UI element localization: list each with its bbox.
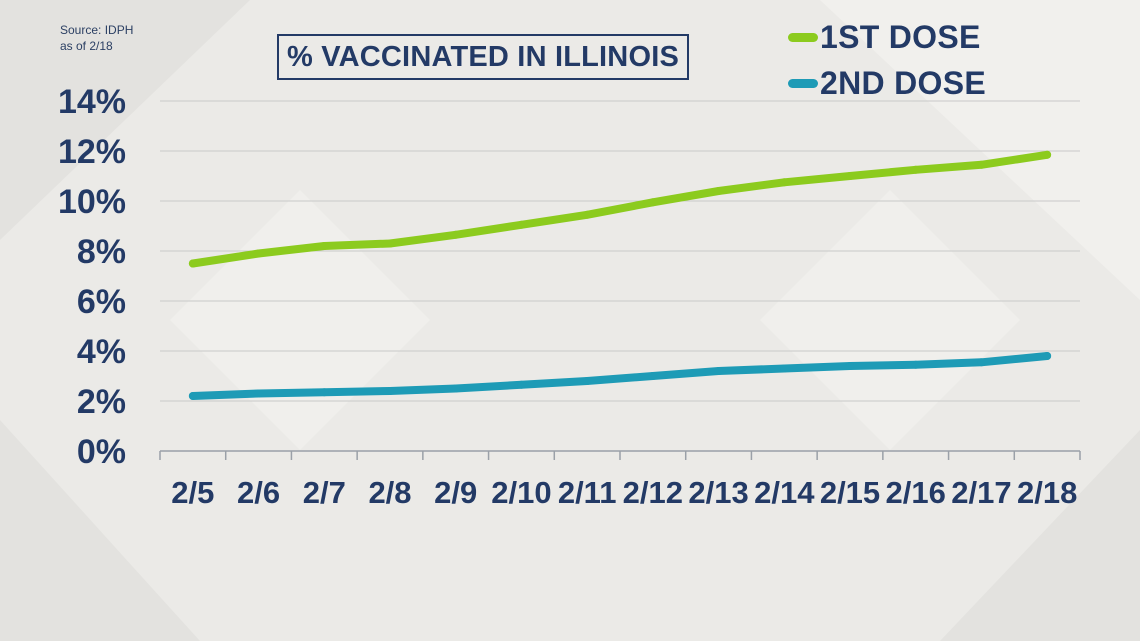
legend-label: 2ND DOSE xyxy=(820,64,986,101)
data-point xyxy=(583,377,592,385)
y-tick-label: 14% xyxy=(58,83,126,121)
x-tick-label: 2/16 xyxy=(886,475,946,510)
legend-item-first-dose: 1ST DOSE xyxy=(788,14,986,60)
x-tick-label: 2/7 xyxy=(303,475,346,510)
source-line: Source: IDPH xyxy=(60,23,134,37)
x-tick-label: 2/6 xyxy=(237,475,280,510)
y-tick-label: 2% xyxy=(77,383,126,421)
data-point xyxy=(320,242,329,250)
data-point xyxy=(451,384,460,393)
data-point xyxy=(451,230,460,239)
x-tick-label: 2/13 xyxy=(688,475,748,510)
data-point xyxy=(714,367,723,375)
x-tick-label: 2/12 xyxy=(623,475,683,510)
y-tick-label: 6% xyxy=(77,283,126,321)
x-tick-label: 2/18 xyxy=(1017,475,1077,510)
data-point xyxy=(188,259,197,268)
data-point xyxy=(1043,352,1052,360)
y-tick-label: 0% xyxy=(77,433,126,471)
x-tick-label: 2/10 xyxy=(491,475,551,510)
legend: 1ST DOSE 2ND DOSE xyxy=(788,14,986,106)
legend-swatch xyxy=(788,32,818,42)
data-point xyxy=(188,392,197,400)
data-point xyxy=(254,249,263,258)
x-tick-label: 2/14 xyxy=(754,475,815,510)
data-point xyxy=(714,187,723,195)
data-point xyxy=(386,239,394,248)
data-point xyxy=(977,358,986,367)
data-point xyxy=(846,172,854,180)
legend-label: 1ST DOSE xyxy=(820,18,981,55)
data-point xyxy=(846,362,854,370)
data-point xyxy=(977,160,986,169)
y-tick-label: 12% xyxy=(58,133,126,171)
data-point xyxy=(648,198,657,207)
data-point xyxy=(648,372,657,380)
data-point xyxy=(911,360,920,369)
x-tick-label: 2/5 xyxy=(171,475,214,510)
x-tick-label: 2/9 xyxy=(434,475,477,510)
data-point xyxy=(911,165,920,174)
data-point xyxy=(320,388,329,397)
legend-swatch xyxy=(788,78,818,88)
x-tick-label: 2/11 xyxy=(558,475,617,510)
y-tick-label: 4% xyxy=(77,333,126,371)
y-tick-label: 10% xyxy=(58,183,126,221)
x-tick-label: 2/8 xyxy=(368,475,411,510)
source-note: Source: IDPH as of 2/18 xyxy=(60,22,133,54)
data-point xyxy=(517,220,526,229)
as-of-line: as of 2/18 xyxy=(60,39,113,53)
x-tick-label: 2/15 xyxy=(820,475,880,510)
data-point xyxy=(1043,150,1052,159)
series-line xyxy=(188,352,1052,400)
data-point xyxy=(780,178,789,187)
x-tick-label: 2/17 xyxy=(951,475,1011,510)
y-tick-label: 8% xyxy=(77,233,126,271)
data-point xyxy=(780,364,789,373)
data-point xyxy=(583,210,592,219)
legend-item-second-dose: 2ND DOSE xyxy=(788,60,986,106)
chart-title: % VACCINATED IN ILLINOIS xyxy=(277,34,690,80)
data-point xyxy=(254,389,263,398)
series-line xyxy=(188,150,1052,268)
data-point xyxy=(386,387,394,395)
data-point xyxy=(517,380,526,389)
